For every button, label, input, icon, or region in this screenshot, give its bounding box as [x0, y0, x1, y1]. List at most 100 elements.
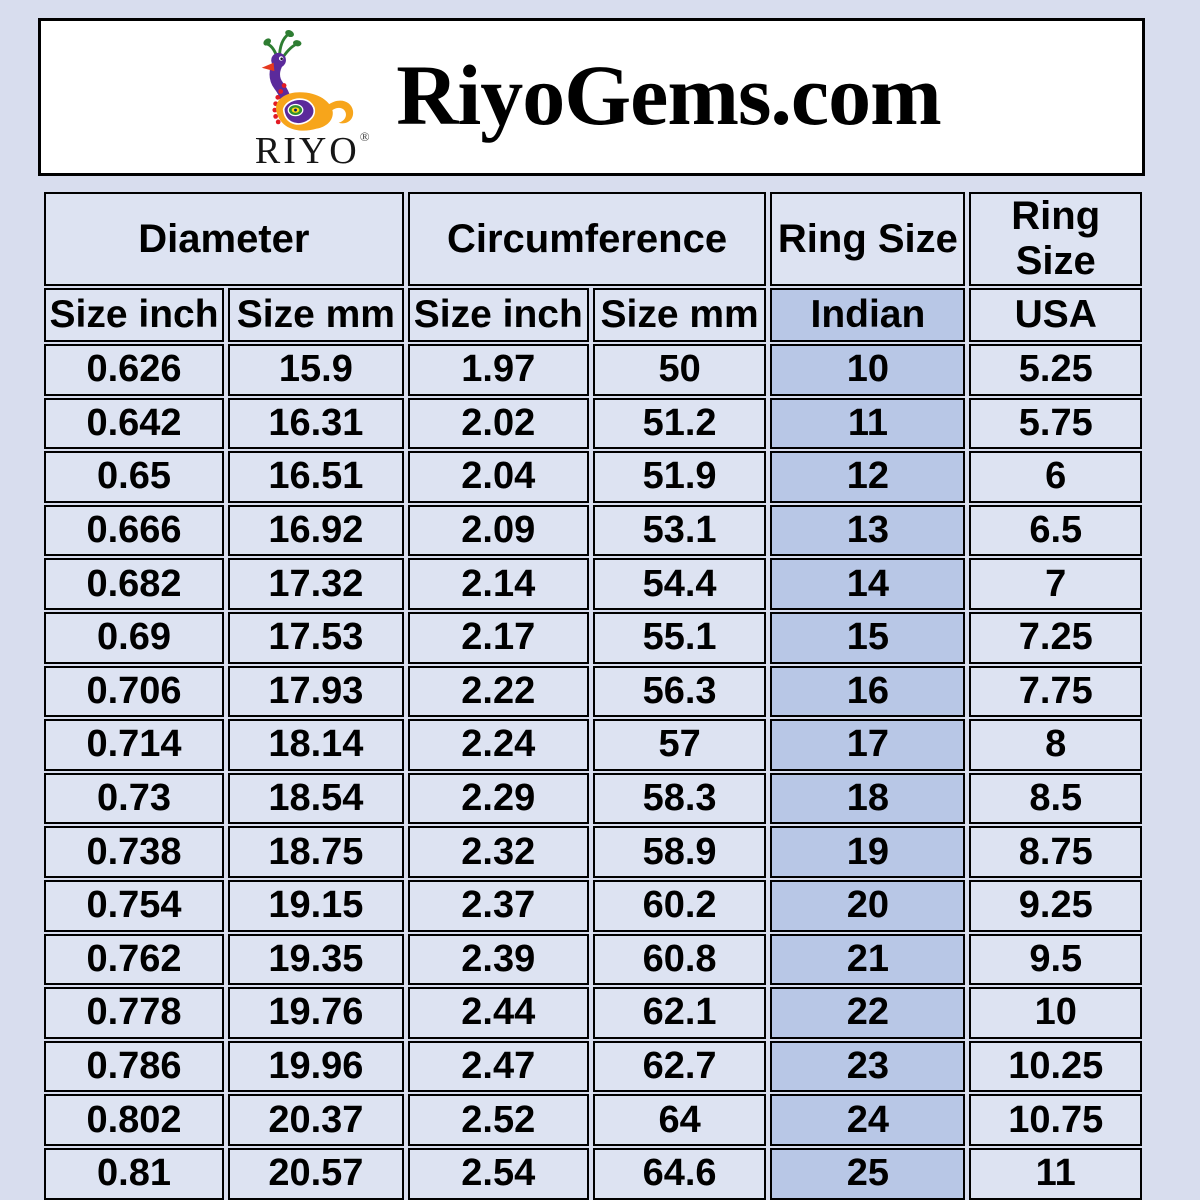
subheader-circumference-mm: Size mm: [592, 288, 767, 342]
table-cell: 16.51: [228, 451, 404, 503]
column-group-header-row: Diameter Circumference Ring Size Ring Si…: [44, 192, 1142, 286]
table-cell: 2.17: [407, 611, 589, 664]
table-cell: 58.3: [592, 772, 767, 825]
table-cell: 6.5: [969, 504, 1142, 557]
table-cell: 62.1: [592, 987, 767, 1039]
table-cell: 0.73: [44, 772, 225, 825]
subheader-diameter-mm: Size mm: [228, 288, 404, 342]
table-cell: 17: [770, 719, 966, 771]
table-cell: 0.778: [44, 987, 225, 1039]
table-row: 0.642 16.31 2.02 51.2 11 5.75: [44, 397, 1142, 450]
subheader-ring-size-usa: USA: [969, 288, 1142, 342]
column-subheader-row: Size inch Size mm Size inch Size mm Indi…: [44, 288, 1142, 342]
table-cell: 0.626: [44, 344, 225, 396]
table-cell: 7.25: [969, 611, 1142, 664]
table-cell: 17.32: [228, 558, 404, 610]
table-cell: 0.81: [44, 1147, 225, 1200]
table-cell: 19.15: [228, 879, 404, 932]
table-cell: 57: [592, 719, 767, 771]
table-row: 0.706 17.93 2.22 56.3 16 7.75: [44, 665, 1142, 718]
subheader-circumference-inch: Size inch: [407, 288, 589, 342]
table-cell: 2.52: [407, 1094, 589, 1146]
table-cell: 21: [770, 933, 966, 986]
column-group-circumference: Circumference: [407, 192, 767, 286]
site-title: RiyoGems.com: [396, 47, 941, 143]
table-cell: 55.1: [592, 611, 767, 664]
table-row: 0.762 19.35 2.39 60.8 21 9.5: [44, 933, 1142, 986]
table-cell: 50: [592, 344, 767, 396]
table-row: 0.69 17.53 2.17 55.1 15 7.25: [44, 611, 1142, 664]
table-cell: 51.9: [592, 451, 767, 503]
table-cell: 18.14: [228, 719, 404, 771]
column-group-diameter: Diameter: [44, 192, 404, 286]
table-cell: 16.31: [228, 397, 404, 450]
table-cell: 2.39: [407, 933, 589, 986]
table-cell: 16.92: [228, 504, 404, 557]
table-cell: 0.666: [44, 504, 225, 557]
table-cell: 19.76: [228, 987, 404, 1039]
table-cell: 24: [770, 1094, 966, 1146]
table-cell: 22: [770, 987, 966, 1039]
table-cell: 19.35: [228, 933, 404, 986]
table-row: 0.778 19.76 2.44 62.1 22 10: [44, 987, 1142, 1039]
table-cell: 23: [770, 1040, 966, 1093]
table-cell: 2.09: [407, 504, 589, 557]
table-cell: 0.754: [44, 879, 225, 932]
table-cell: 9.25: [969, 879, 1142, 932]
table-cell: 0.65: [44, 451, 225, 503]
table-cell: 10.25: [969, 1040, 1142, 1093]
table-cell: 2.47: [407, 1040, 589, 1093]
table-cell: 12: [770, 451, 966, 503]
table-cell: 0.642: [44, 397, 225, 450]
table-cell: 58.9: [592, 826, 767, 878]
table-cell: 0.682: [44, 558, 225, 610]
table-cell: 0.714: [44, 719, 225, 771]
table-cell: 8: [969, 719, 1142, 771]
table-cell: 14: [770, 558, 966, 610]
table-cell: 2.04: [407, 451, 589, 503]
riyo-logo: RIYO®: [242, 29, 382, 170]
table-cell: 13: [770, 504, 966, 557]
table-cell: 7: [969, 558, 1142, 610]
table-cell: 2.54: [407, 1147, 589, 1200]
table-cell: 0.786: [44, 1040, 225, 1093]
table-cell: 25: [770, 1147, 966, 1200]
table-row: 0.802 20.37 2.52 64 24 10.75: [44, 1094, 1142, 1146]
table-cell: 18.54: [228, 772, 404, 825]
table-row: 0.738 18.75 2.32 58.9 19 8.75: [44, 826, 1142, 878]
table-cell: 16: [770, 665, 966, 718]
table-cell: 11: [770, 397, 966, 450]
column-group-ring-size-indian: Ring Size: [770, 192, 966, 286]
subheader-ring-size-indian: Indian: [770, 288, 966, 342]
table-cell: 0.738: [44, 826, 225, 878]
brand-wordmark-row: RIYO®: [255, 130, 370, 170]
table-cell: 8.75: [969, 826, 1142, 878]
table-cell: 20.37: [228, 1094, 404, 1146]
table-cell: 0.762: [44, 933, 225, 986]
subheader-diameter-inch: Size inch: [44, 288, 225, 342]
table-cell: 5.75: [969, 397, 1142, 450]
table-cell: 15.9: [228, 344, 404, 396]
table-cell: 10: [969, 987, 1142, 1039]
peacock-logo-icon: [261, 29, 354, 131]
table-row: 0.714 18.14 2.24 57 17 8: [44, 719, 1142, 771]
table-cell: 0.69: [44, 611, 225, 664]
table-cell: 64.6: [592, 1147, 767, 1200]
table-cell: 17.93: [228, 665, 404, 718]
table-cell: 10.75: [969, 1094, 1142, 1146]
table-cell: 60.8: [592, 933, 767, 986]
table-cell: 17.53: [228, 611, 404, 664]
table-row: 0.73 18.54 2.29 58.3 18 8.5: [44, 772, 1142, 825]
table-cell: 1.97: [407, 344, 589, 396]
table-row: 0.682 17.32 2.14 54.4 14 7: [44, 558, 1142, 610]
table-row: 0.786 19.96 2.47 62.7 23 10.25: [44, 1040, 1142, 1093]
ring-size-table-body: 0.626 15.9 1.97 50 10 5.25 0.642 16.31 2.02 51.2 1…: [44, 344, 1142, 1200]
table-cell: 2.22: [407, 665, 589, 718]
table-cell: 2.32: [407, 826, 589, 878]
table-cell: 64: [592, 1094, 767, 1146]
table-cell: 2.29: [407, 772, 589, 825]
header-box: RIYO® RiyoGems.com: [38, 18, 1145, 176]
table-cell: 6: [969, 451, 1142, 503]
column-group-ring-size-usa: Ring Size: [969, 192, 1142, 286]
table-row: 0.65 16.51 2.04 51.9 12 6: [44, 451, 1142, 503]
